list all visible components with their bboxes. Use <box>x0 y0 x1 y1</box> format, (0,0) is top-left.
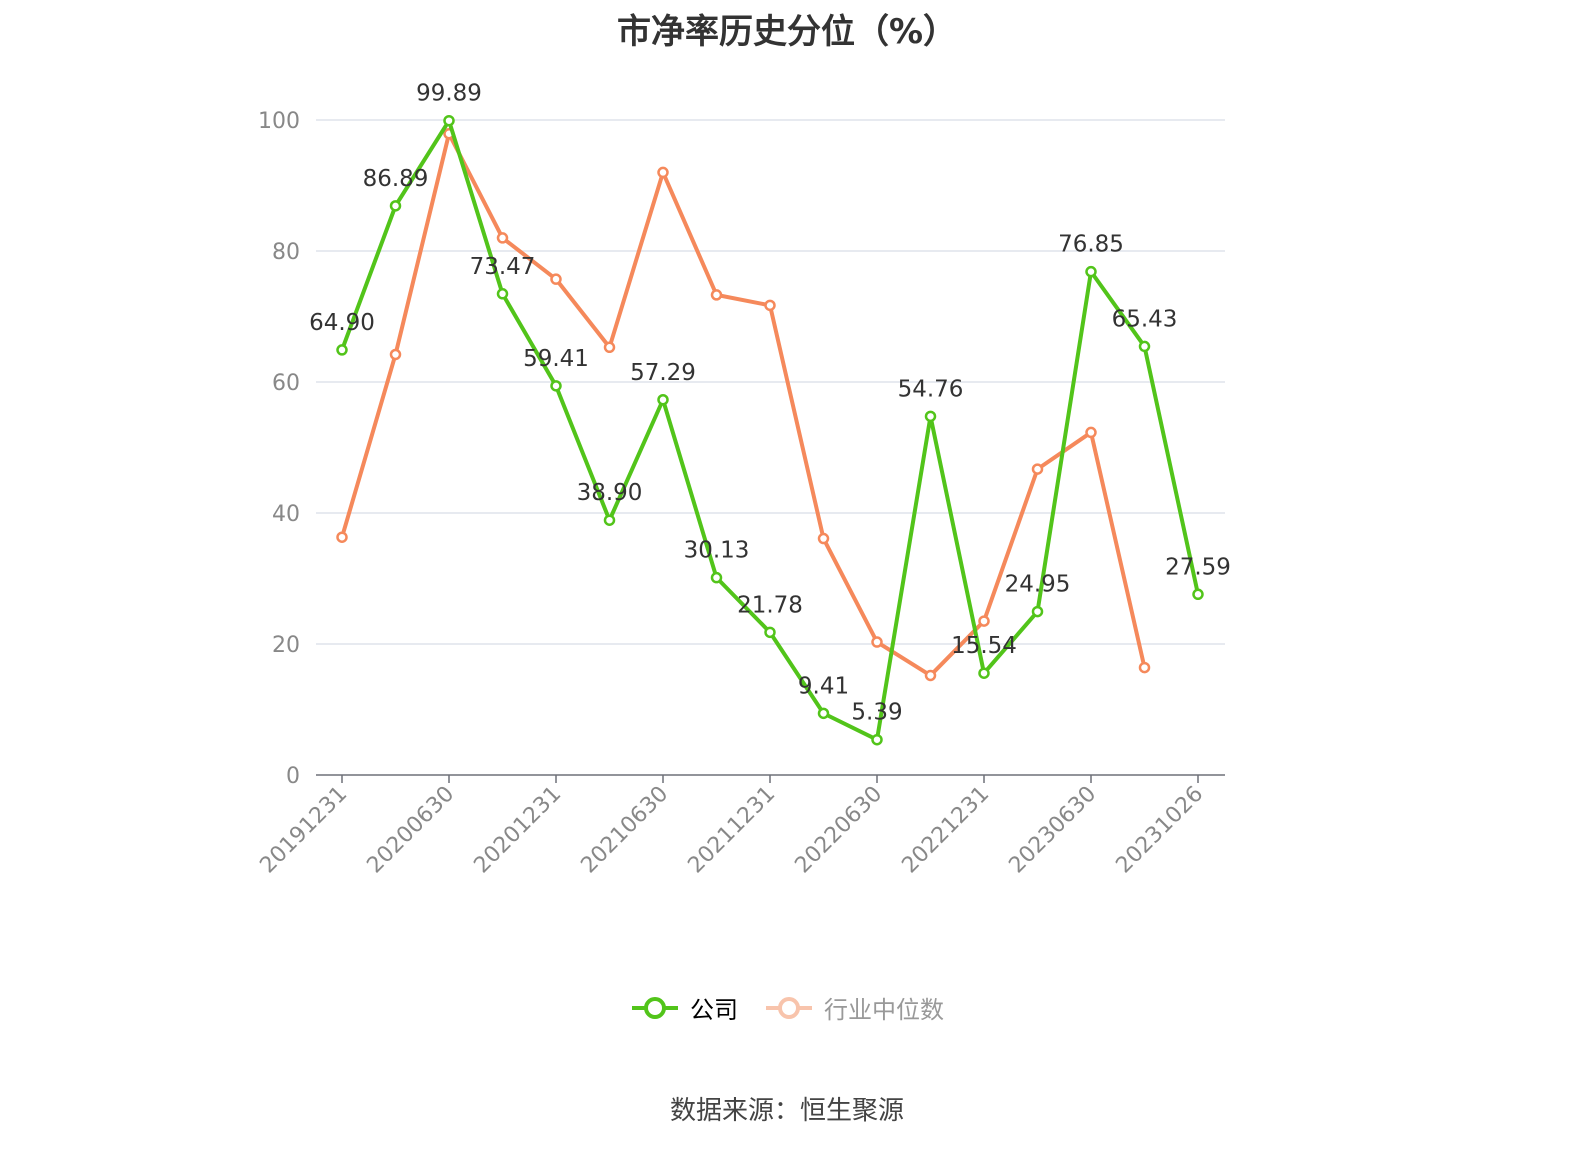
data-point-company <box>924 410 937 423</box>
data-point-company <box>496 288 509 300</box>
data-point-industry-median <box>496 232 509 244</box>
data-point-company <box>389 200 402 212</box>
data-label: 73.47 <box>470 254 536 280</box>
data-point-industry-median <box>764 299 776 312</box>
data-point-company <box>1138 340 1151 353</box>
data-label: 30.13 <box>684 538 750 564</box>
data-label: 86.89 <box>363 166 429 192</box>
data-point-company <box>1085 265 1097 278</box>
x-tick-label: 20221231 <box>897 782 994 879</box>
series-line-industry-median <box>340 131 1147 678</box>
x-tick-label: 20200630 <box>362 782 459 879</box>
grid-lines <box>316 119 1225 645</box>
data-point-company <box>657 394 669 406</box>
x-tick-label: 20231026 <box>1111 782 1208 879</box>
data-point-company <box>1192 588 1204 601</box>
data-label: 24.95 <box>1005 572 1071 598</box>
data-point-industry-median <box>550 273 562 285</box>
data-point-industry-median <box>336 531 348 543</box>
legend-label-company: 公司 <box>690 996 738 1024</box>
data-point-company <box>817 707 830 720</box>
data-point-industry-median <box>978 615 990 627</box>
x-tick-label: 20230630 <box>1004 782 1101 879</box>
y-tick-label: 60 <box>272 371 300 396</box>
x-tick-label: 20210630 <box>576 782 673 879</box>
data-label: 99.89 <box>416 81 482 107</box>
y-tick-label: 40 <box>272 502 300 527</box>
data-point-industry-median <box>389 348 402 361</box>
data-point-industry-median <box>603 341 616 354</box>
series-line-company <box>340 118 1200 742</box>
data-point-industry-median <box>1138 661 1151 674</box>
data-label: 64.90 <box>309 310 375 336</box>
y-tick-label: 100 <box>258 109 300 134</box>
data-label: 21.78 <box>737 592 803 618</box>
data-label: 5.39 <box>851 700 902 726</box>
data-point-industry-median <box>817 532 830 545</box>
data-point-company <box>336 344 348 356</box>
series-lines <box>336 114 1204 746</box>
data-point-company <box>443 114 455 127</box>
data-label: 57.29 <box>630 360 696 386</box>
data-point-industry-median <box>924 669 937 682</box>
y-tick-label: 20 <box>272 633 300 658</box>
data-point-company <box>603 514 616 526</box>
data-label: 9.41 <box>798 673 849 699</box>
legend-item-company[interactable]: 公司 <box>630 990 738 1025</box>
legend-label-industry-median: 行业中位数 <box>824 996 944 1024</box>
data-point-company <box>978 667 990 679</box>
data-point-company <box>764 626 776 639</box>
legend: 公司 行业中位数 <box>0 990 1574 1025</box>
data-point-industry-median <box>1031 463 1044 475</box>
data-label: 27.59 <box>1165 554 1231 580</box>
data-point-industry-median <box>657 166 669 179</box>
data-point-company <box>550 380 562 392</box>
y-tick-label: 0 <box>286 764 300 789</box>
legend-marker-company <box>632 996 678 1019</box>
x-tick-label: 20191231 <box>255 782 352 879</box>
legend-item-industry-median[interactable]: 行业中位数 <box>764 990 944 1025</box>
data-point-industry-median <box>1085 426 1097 439</box>
x-tick-label: 20201231 <box>469 782 566 879</box>
chart-title: 市净率历史分位（%） <box>616 12 958 52</box>
data-label: 38.90 <box>577 480 643 506</box>
data-point-industry-median <box>871 636 883 648</box>
data-label: 59.41 <box>523 346 589 372</box>
data-source: 数据来源：恒生聚源 <box>669 1096 904 1126</box>
data-label: 54.76 <box>898 376 964 402</box>
data-point-industry-median <box>710 289 723 301</box>
x-tick-label: 20211231 <box>683 782 780 879</box>
y-tick-label: 80 <box>272 240 300 265</box>
data-point-company <box>1031 605 1044 618</box>
data-label: 76.85 <box>1058 232 1124 258</box>
x-tick-label: 20220630 <box>790 782 887 879</box>
data-labels: 64.90 86.89 99.89 73.47 59.41 38.90 57.29 30.13… <box>309 81 1231 726</box>
data-label: 65.43 <box>1112 306 1178 332</box>
data-label: 15.54 <box>951 633 1017 659</box>
data-point-company <box>871 733 883 746</box>
data-point-company <box>710 571 723 584</box>
legend-marker-industry-median <box>766 996 812 1019</box>
